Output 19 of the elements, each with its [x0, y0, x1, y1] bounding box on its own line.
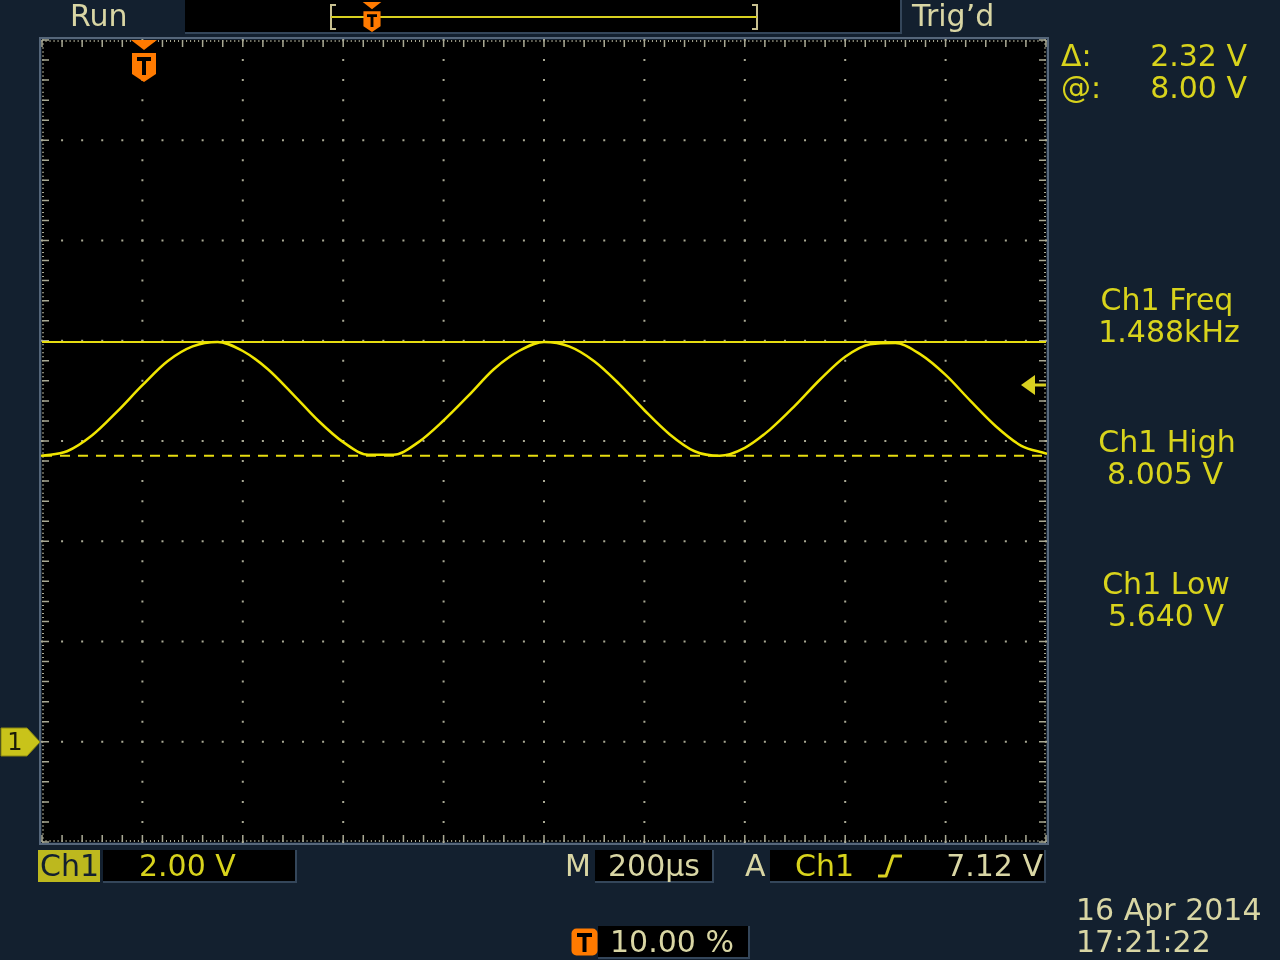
text: 5.640 V — [1108, 598, 1224, 633]
text: 2.00 V — [139, 848, 236, 883]
text: Trig’d — [912, 0, 995, 33]
text: A — [745, 848, 766, 883]
text: 16 Apr 2014 — [1076, 892, 1262, 927]
text: M — [565, 848, 591, 883]
text: 200µs — [608, 848, 700, 883]
text: Ch1 High — [1098, 424, 1236, 459]
text: Ch1 — [795, 848, 855, 883]
text: @: — [1061, 70, 1102, 105]
text: 10.00 % — [610, 924, 734, 959]
text: 1 — [7, 728, 23, 756]
text: 8.00 V — [1150, 70, 1247, 105]
text: Ch1 Freq — [1100, 282, 1234, 317]
text: Δ: — [1061, 38, 1092, 73]
text: Ch1 Low — [1102, 566, 1230, 601]
text: 7.12 V — [946, 848, 1043, 883]
text: 2.32 V — [1150, 38, 1247, 73]
text: Run — [70, 0, 128, 33]
